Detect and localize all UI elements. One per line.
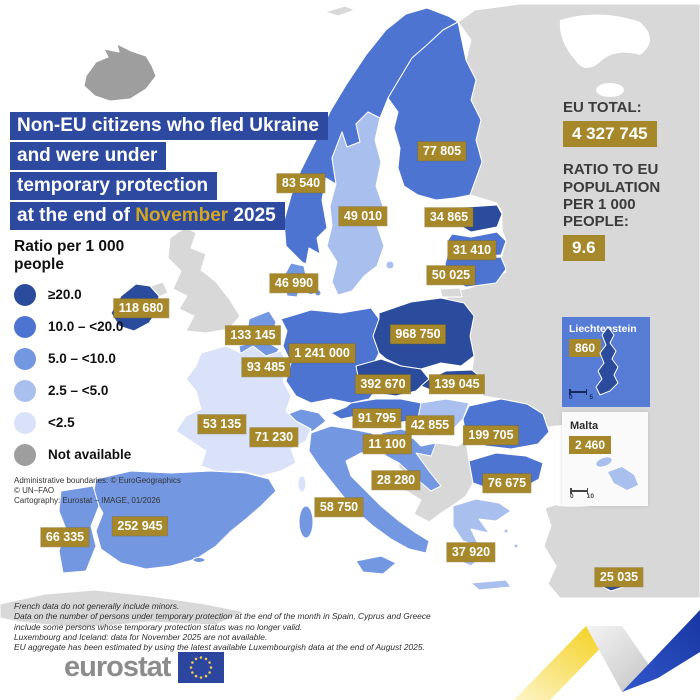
value-label-sweden: 49 010 — [338, 206, 388, 226]
footnote-3: include some persons whose temporary pro… — [14, 621, 303, 632]
value-label-netherlands: 133 145 — [225, 325, 281, 345]
malta-title: Malta — [570, 420, 599, 432]
legend-row-lt-2p5: <2.5 — [14, 411, 204, 434]
ribbon-blue-segment — [622, 610, 700, 692]
legend-row-gte-20: ≥20.0 — [14, 283, 204, 306]
liechtenstein-title: Liechtenstein — [569, 323, 637, 335]
footnote-2: Data on the number of persons under temp… — [14, 611, 431, 622]
legend-row-5-10: 5.0 – <10.0 — [14, 347, 204, 370]
value-label-slovenia: 11 100 — [363, 434, 411, 454]
value-label-romania: 199 705 — [463, 425, 519, 445]
eu-total-label: EU TOTAL: — [563, 99, 642, 116]
footnote-4: Luxembourg and Iceland: data for Novembe… — [14, 631, 268, 642]
legend-swatch-na — [14, 443, 36, 466]
liechtenstein-value: 860 — [569, 339, 602, 357]
credit-line-2: © UN–FAO — [14, 486, 55, 496]
legend-rows: ≥20.0 10.0 – <20.0 5.0 – <10.0 2.5 – <5.… — [14, 283, 204, 466]
island-shape-crete — [470, 579, 512, 591]
island-shape-aegean-2 — [513, 543, 519, 549]
title-line-3: temporary protection — [10, 172, 218, 200]
island-shape-aegean-1 — [503, 528, 509, 534]
white-sea-shape — [559, 14, 650, 69]
legend-heading: Ratio per 1 000 people — [14, 238, 125, 273]
title-line-2: and were under — [10, 142, 167, 170]
value-label-ireland: 118 680 — [113, 298, 169, 318]
value-label-finland: 77 805 — [417, 141, 467, 161]
legend-swatch-class2 — [14, 315, 36, 338]
island-shape-malta — [608, 467, 638, 490]
country-shape-kaliningrad — [439, 287, 463, 298]
legend-swatch-class5 — [14, 411, 36, 434]
footnote-5: EU aggregate has been estimated by using… — [14, 642, 425, 652]
value-label-hungary: 42 855 — [405, 415, 455, 435]
lake-shape — [596, 83, 624, 97]
value-label-croatia: 28 280 — [371, 470, 421, 490]
legend-row-10-20: 10.0 – <20.0 — [14, 315, 204, 338]
legend-row-not-available: Not available — [14, 443, 204, 466]
value-label-portugal: 66 335 — [40, 527, 90, 547]
legend-swatch-class1 — [14, 283, 36, 306]
summary-panel: EU TOTAL: 4 327 745 RATIO TO EU POPULATI… — [563, 99, 698, 275]
country-shape-spain — [92, 470, 277, 570]
value-label-france: 53 135 — [197, 414, 247, 434]
value-label-switzerland: 71 230 — [249, 427, 299, 447]
credit-line-3: Cartography: Eurostat – IMAGE, 01/2026 — [14, 496, 161, 506]
eurostat-logo: eurostat — [64, 651, 225, 683]
island-shape-corsica — [297, 475, 307, 493]
malta-scale-bar: 0 10 — [570, 488, 594, 500]
title-line-4: at the end of November 2025 — [10, 202, 285, 230]
island-shape-gotland — [385, 260, 395, 270]
value-label-greece: 37 920 — [446, 542, 496, 562]
value-label-estonia: 34 865 — [424, 207, 474, 227]
malta-value: 2 460 — [569, 436, 612, 454]
title-line-1: Non-EU citizens who fled Ukraine — [10, 112, 328, 140]
liechtenstein-map — [595, 326, 619, 396]
ratio-value: 9.6 — [563, 235, 605, 262]
value-label-czechia: 392 670 — [355, 374, 411, 394]
value-label-austria: 91 795 — [352, 408, 402, 428]
island-shape-balearics — [192, 557, 206, 563]
malta-map — [596, 457, 638, 490]
value-label-norway: 83 540 — [276, 173, 326, 193]
inset-malta: Malta 2 460 0 10 — [562, 412, 648, 506]
footnotes: French data do not generally include min… — [14, 601, 431, 652]
ratio-label: RATIO TO EU POPULATION PER 1 000 PEOPLE: — [563, 161, 661, 230]
value-label-italy: 58 750 — [314, 497, 364, 517]
eurostat-logo-text: eurostat — [64, 651, 171, 683]
value-label-lithuania: 50 025 — [426, 265, 476, 285]
value-label-poland: 968 750 — [390, 324, 446, 344]
value-label-spain: 252 945 — [112, 516, 168, 536]
country-shape-iceland — [83, 43, 157, 102]
ribbon-yellow-segment — [514, 626, 622, 700]
footnote-1: French data do not generally include min… — [14, 601, 180, 611]
value-label-cyprus: 25 035 — [594, 567, 644, 587]
legend-swatch-class4 — [14, 379, 36, 402]
credit-line-1: Administrative boundaries: © EuroGeograp… — [14, 475, 181, 485]
title-block: Non-EU citizens who fled Ukraine and wer… — [10, 112, 328, 232]
legend-row-2p5-5: 2.5 – <5.0 — [14, 379, 204, 402]
country-shape-greece — [452, 498, 512, 547]
value-label-germany: 1 241 000 — [289, 343, 355, 363]
map-credits: Administrative boundaries: © EuroGeograp… — [14, 476, 204, 507]
country-shape-sweden — [326, 111, 385, 296]
title-month: November — [135, 205, 229, 226]
island-shape-svalbard — [324, 5, 356, 17]
value-label-bulgaria: 76 675 — [482, 473, 532, 493]
eu-flag-icon — [178, 652, 225, 683]
country-shape-liechtenstein — [595, 326, 619, 396]
country-shape-africa — [0, 589, 246, 629]
island-shape-gozo — [596, 457, 612, 467]
island-shape-sardinia — [298, 505, 314, 539]
value-label-slovakia: 139 045 — [429, 374, 485, 394]
island-shape-sicily — [355, 555, 397, 575]
legend-swatch-class3 — [14, 347, 36, 370]
value-label-denmark: 46 990 — [269, 273, 319, 293]
value-label-latvia: 31 410 — [447, 240, 497, 260]
value-label-belgium: 93 485 — [241, 357, 291, 377]
eu-total-value: 4 327 745 — [563, 121, 657, 148]
legend: Ratio per 1 000 people ≥20.0 10.0 – <20.… — [14, 238, 204, 507]
